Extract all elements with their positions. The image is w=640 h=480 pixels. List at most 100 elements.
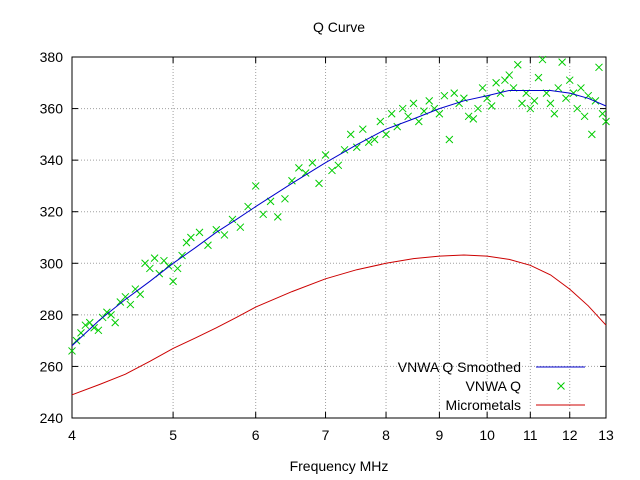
series-line-micrometals (71, 254, 607, 396)
data-point (404, 112, 412, 121)
legend-label: VNWA Q (466, 378, 522, 394)
data-point (565, 76, 574, 85)
data-point (212, 225, 221, 234)
axis-ticks: 4 5 6 7 8 9 10 11 12 13 240 260 280 300 320 340 360 380 (40, 49, 614, 443)
data-point (352, 143, 361, 152)
data-point (370, 135, 379, 144)
data-point (580, 112, 589, 121)
data-point (496, 89, 505, 97)
data-point (315, 179, 323, 188)
data-point (595, 63, 603, 72)
data-point (281, 194, 289, 203)
data-point (526, 104, 535, 113)
x-tick-label: 12 (562, 427, 578, 443)
series-layer (68, 55, 610, 396)
data-point (328, 166, 336, 175)
data-point (187, 233, 195, 242)
data-point (398, 104, 407, 113)
data-point (591, 96, 600, 105)
data-point (81, 321, 90, 330)
data-point (569, 89, 578, 97)
data-point (382, 130, 390, 139)
data-point (244, 202, 252, 211)
data-point (334, 161, 343, 170)
data-point (288, 176, 296, 185)
data-point (538, 55, 547, 64)
x-tick-label: 13 (598, 427, 614, 443)
data-point (273, 213, 282, 221)
y-tick-label: 280 (40, 307, 64, 323)
grid-lines (72, 57, 606, 418)
x-tick-label: 8 (382, 427, 390, 443)
data-point (505, 71, 514, 79)
data-point (409, 99, 418, 108)
data-point (220, 231, 229, 239)
data-point (501, 76, 509, 85)
data-point (450, 89, 459, 97)
data-point (598, 109, 607, 118)
data-point (195, 228, 204, 237)
y-tick-label: 240 (40, 410, 64, 426)
data-point (146, 264, 154, 273)
data-point (259, 210, 268, 219)
data-point (546, 99, 555, 108)
data-point (469, 115, 478, 123)
data-point (182, 238, 191, 247)
data-point (251, 182, 260, 190)
x-tick-label: 5 (169, 427, 177, 443)
data-point (435, 109, 444, 118)
data-point (136, 290, 145, 299)
x-tick-label: 11 (523, 427, 538, 443)
data-point (340, 145, 349, 154)
legend-label: Micrometals (446, 397, 521, 413)
x-tick-label: 7 (322, 427, 330, 443)
y-tick-label: 260 (40, 358, 64, 374)
data-point (577, 84, 585, 92)
data-point (301, 169, 310, 177)
y-tick-label: 380 (40, 49, 64, 65)
data-point (173, 264, 182, 273)
data-point (85, 318, 94, 327)
data-point (169, 277, 177, 286)
data-point (295, 164, 303, 172)
data-point (94, 326, 103, 335)
legend-swatch (557, 382, 565, 390)
data-point (573, 104, 582, 113)
y-tick-label: 340 (40, 152, 64, 168)
data-point (513, 60, 522, 69)
plot-frame (71, 56, 607, 419)
data-point (550, 109, 559, 118)
data-point (440, 91, 449, 100)
data-point (554, 84, 563, 92)
legend: VNWA Q Smoothed VNWA Q Micrometals (398, 359, 585, 413)
data-point (150, 254, 159, 262)
x-tick-label: 9 (436, 427, 444, 443)
chart-title: Q Curve (313, 19, 365, 35)
data-point (321, 151, 330, 159)
data-point (308, 158, 317, 167)
y-tick-label: 300 (40, 255, 64, 271)
data-point (72, 336, 81, 345)
data-point (562, 94, 570, 103)
x-tick-label: 10 (479, 427, 495, 443)
data-point (518, 99, 526, 108)
data-point (68, 347, 76, 355)
data-point (587, 130, 596, 139)
data-point (478, 84, 487, 92)
x-axis-label: Frequency MHz (290, 458, 389, 474)
data-point (204, 241, 212, 250)
data-point (492, 78, 500, 87)
y-tick-label: 360 (40, 101, 64, 117)
x-tick-label: 6 (252, 427, 260, 443)
data-point (126, 300, 135, 309)
data-point (425, 96, 434, 105)
data-point (376, 117, 385, 126)
data-point (464, 112, 473, 121)
data-point (445, 135, 454, 144)
data-point (121, 292, 130, 301)
data-point (236, 223, 245, 232)
data-point (228, 215, 237, 224)
x-tick-label: 4 (68, 427, 76, 443)
data-point (414, 117, 423, 126)
